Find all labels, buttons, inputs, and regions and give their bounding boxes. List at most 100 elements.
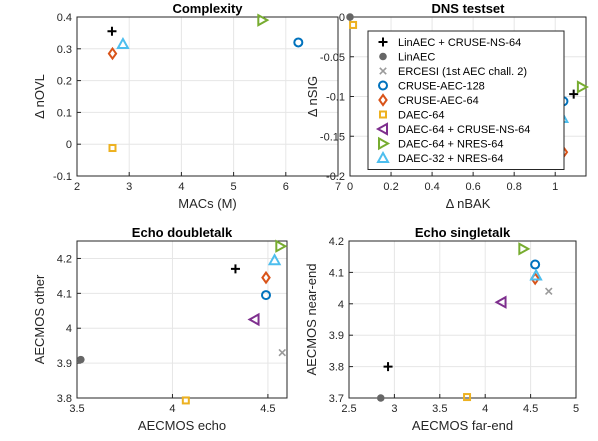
y-tick-label: 4 [66,323,72,335]
point-cruse-aec-64 [261,270,271,285]
legend-marker-cruse-aec-128 [378,80,388,91]
legend-label-cruse-aec-64: CRUSE-AEC-64 [398,95,479,107]
x-tick-label: 5 [573,403,579,415]
y-axis-label: Δ nSIG [305,76,320,117]
x-tick-label: 3 [391,403,397,415]
point-cruse-aec-128 [530,259,541,270]
point-linaec [346,13,354,21]
point-cruse-aec-128 [261,290,271,301]
legend-box [367,30,565,170]
legend-marker-cruse-aec-64 [378,93,388,107]
point-daec-64-cruse-ns-64 [494,295,507,309]
y-tick-label: 0.3 [57,44,72,56]
point-daec-64-nres-64 [518,242,531,256]
x-tick-label: 2.5 [341,403,356,415]
point-daec-64 [463,393,472,402]
point-ercesi-1st-aec-chall-2 [544,287,553,296]
x-tick-label: 0 [347,181,353,193]
point-daec-32-nres-64 [529,268,543,281]
x-tick-label: 0.4 [424,181,439,193]
legend-marker-linaec [379,52,387,61]
chart-complexity: 2 3 4 5 6 7 -0.1 0 0.1 0.2 0.3 0.4 Complexity MACs (M… [32,1,341,211]
axes-frame [349,16,587,177]
point-cruse-aec-128 [293,37,304,48]
y-axis-label: AECMOS near-end [304,264,319,376]
x-tick-label: 1 [552,181,558,193]
axes-frame [348,240,577,399]
x-tick-label: 0.2 [383,181,398,193]
y-tick-label: 3.9 [329,330,344,342]
x-axis-label: AECMOS far-end [412,418,513,433]
legend-label-linaec-cruse-ns-64: LinAEC + CRUSE-NS-64 [398,37,521,49]
legend-label-cruse-aec-128: CRUSE-AEC-128 [398,81,485,93]
y-tick-label: 3.7 [329,393,344,405]
point-daec-32-nres-64 [116,36,130,50]
y-tick-label: 0 [339,12,345,24]
legend-label-ercesi-1st-aec-chall-2: ERCESI (1st AEC chall. 2) [398,66,527,78]
plot-area [77,17,338,176]
chart-title: Echo doubletalk [132,225,233,240]
x-tick-label: 2 [74,181,80,193]
chart-echo-singletalk: 2.5 3 3.5 4 4.5 5 3.7 3.8 3.9 4 4.1 4.2 Echo singlet… [304,225,579,433]
y-tick-label: 0 [66,139,72,151]
x-tick-label: 0.8 [507,181,522,193]
legend-marker-linaec-cruse-ns-64 [378,37,388,47]
x-axis-label: MACs (M) [178,196,237,211]
point-linaec [376,394,385,402]
point-ercesi-1st-aec-chall-2 [278,348,286,357]
y-tick-label: -0.15 [320,131,345,143]
legend-marker-daec-64-cruse-ns-64 [375,122,388,136]
y-tick-label: 0.2 [57,76,72,88]
y-tick-label: 3.8 [329,362,344,374]
point-daec-64 [108,144,117,153]
x-tick-label: 4.5 [523,403,538,415]
x-axis-label: Δ nBAK [446,196,491,211]
legend-label-linaec: LinAEC [398,52,435,64]
chart-echo-doubletalk: 3.5 4 4.5 3.8 3.9 4 4.1 4.2 Echo doubletalk AECMO… [32,225,288,433]
legend-label-daec-64-nres-64: DAEC-64 + NRES-64 [398,139,503,151]
y-tick-label: 0.4 [57,12,72,24]
x-tick-label: 3.5 [432,403,447,415]
point-daec-64-nres-64 [576,80,589,94]
point-daec-64-nres-64 [275,239,288,253]
legend-marker-daec-32-nres-64 [376,150,390,163]
point-daec-64-cruse-ns-64 [247,312,260,327]
y-tick-label: 4.2 [329,236,344,248]
x-tick-label: 4 [178,181,184,193]
y-tick-label: 0.1 [57,107,72,119]
y-tick-label: -0.1 [53,171,72,183]
point-daec-64 [349,20,358,29]
x-axis-label: AECMOS echo [138,418,226,433]
x-tick-label: 6 [283,181,289,193]
legend-label-daec-64-cruse-ns-64: DAEC-64 + CRUSE-NS-64 [398,124,530,136]
y-tick-label: 4.1 [57,288,72,300]
point-linaec-cruse-ns-64 [107,26,117,36]
legend-marker-ercesi-1st-aec-chall-2 [379,67,387,75]
point-cruse-aec-64 [107,46,118,61]
point-daec-32-nres-64 [267,253,282,266]
point-linaec-cruse-ns-64 [230,264,240,274]
point-linaec-cruse-ns-64 [569,89,579,99]
legend: LinAEC + CRUSE-NS-64 LinAEC ERCESI (1st AE… [367,30,565,170]
x-tick-label: 4.5 [260,403,275,415]
plot-area [77,241,287,398]
y-tick-label: 3.9 [57,358,72,370]
point-linaec-cruse-ns-64 [383,362,393,372]
x-tick-label: 0.6 [465,181,480,193]
chart-dns-testset: 0 0.2 0.4 0.6 0.8 1 -0.2 -0.15 -0.1 -0.05 0 DNS tes… [305,1,589,211]
axes-frame [76,16,339,177]
y-tick-label: 3.8 [57,393,72,405]
y-tick-label: -0.1 [326,92,345,104]
y-tick-label: -0.2 [326,171,345,183]
y-tick-label: -0.05 [320,52,345,64]
chart-title: Echo singletalk [415,225,511,240]
x-tick-label: 5 [231,181,237,193]
x-tick-label: 3.5 [69,403,84,415]
y-tick-label: 4 [338,299,344,311]
point-daec-64 [181,396,190,405]
chart-title: Complexity [172,1,243,16]
chart-title: DNS testset [432,1,506,16]
legend-label-daec-64: DAEC-64 [398,110,444,122]
plot-area [349,241,576,398]
